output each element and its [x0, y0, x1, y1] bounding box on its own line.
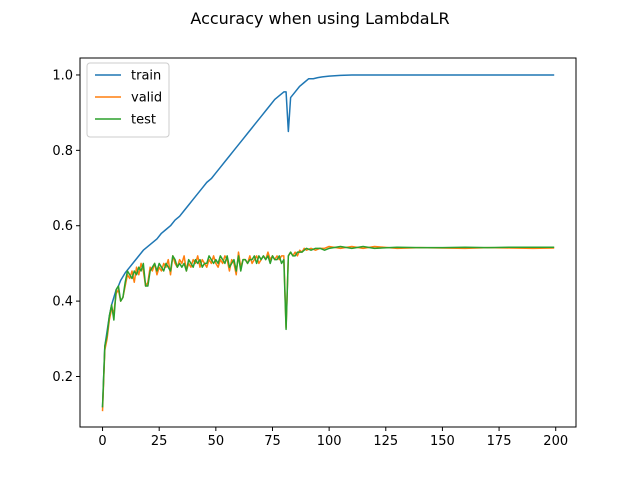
- x-tick-label: 0: [98, 434, 106, 449]
- legend-label-train: train: [131, 69, 161, 84]
- plot-series: [101, 74, 555, 412]
- y-tick-label: 0.4: [52, 295, 73, 310]
- axes: 0 25 50 75 100 125 150 175 200 0.2 0.4 0.6 0.8 1.0: [52, 57, 577, 449]
- series-line-valid: [101, 245, 555, 412]
- y-tick-label: 0.2: [52, 370, 73, 385]
- legend-label-valid: valid: [131, 91, 162, 106]
- x-tick-label: 150: [430, 434, 455, 449]
- chart-title: Accuracy when using LambdaLR: [190, 9, 449, 28]
- x-tick-label: 125: [373, 434, 398, 449]
- axes-frame: [79, 57, 577, 428]
- series-line-test: [101, 245, 555, 408]
- legend: train valid test: [86, 62, 170, 138]
- x-tick-label: 100: [317, 434, 342, 449]
- x-tick-label: 175: [487, 434, 512, 449]
- x-tick-label: 200: [543, 434, 568, 449]
- x-tick-label: 25: [151, 434, 168, 449]
- y-tick-label: 0.6: [52, 219, 73, 234]
- y-tick-label: 1.0: [52, 68, 73, 83]
- y-tick-label: 0.8: [52, 144, 73, 159]
- x-tick-label: 75: [264, 434, 281, 449]
- legend-label-test: test: [131, 113, 156, 128]
- series-line-train: [101, 74, 555, 408]
- x-tick-label: 50: [208, 434, 225, 449]
